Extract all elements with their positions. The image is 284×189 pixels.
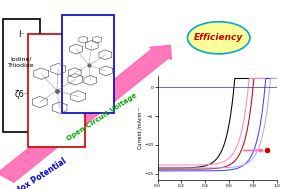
Text: I⁻: I⁻ [18,29,25,39]
Text: Open Circuit Voltage: Open Circuit Voltage [66,92,138,142]
Text: Efficiency: Efficiency [194,33,243,42]
Bar [62,15,114,113]
Text: Iodine/
Triiodide: Iodine/ Triiodide [8,57,35,68]
Text: ζ6⁻: ζ6⁻ [14,90,28,99]
Bar [28,34,85,147]
FancyArrow shape [0,45,171,182]
Bar [3,19,40,132]
Y-axis label: Current /mAcm⁻²: Current /mAcm⁻² [138,107,143,149]
Ellipse shape [187,22,250,54]
Text: Redox Potential: Redox Potential [5,157,68,189]
